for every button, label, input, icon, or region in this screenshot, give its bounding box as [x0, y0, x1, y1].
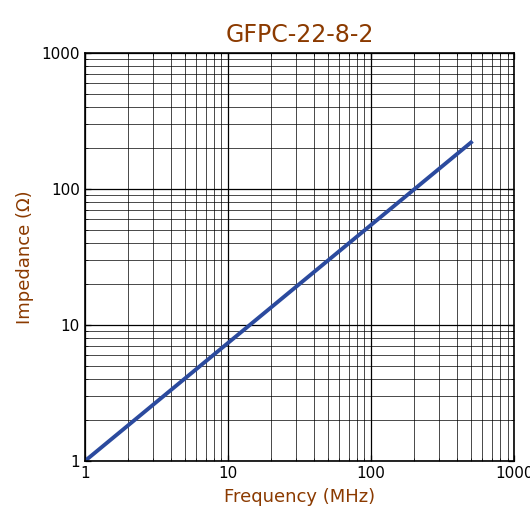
X-axis label: Frequency (MHz): Frequency (MHz) [224, 488, 375, 506]
Y-axis label: Impedance (Ω): Impedance (Ω) [16, 190, 34, 324]
Title: GFPC-22-8-2: GFPC-22-8-2 [225, 23, 374, 47]
